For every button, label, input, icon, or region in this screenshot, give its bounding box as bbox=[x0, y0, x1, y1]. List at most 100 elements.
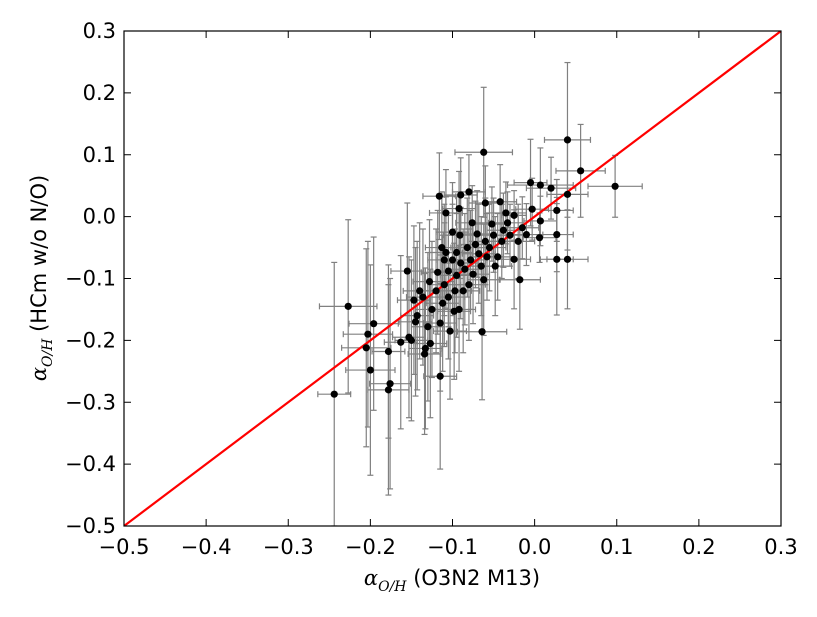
y-tick-label: −0.4 bbox=[65, 452, 116, 476]
data-point-56 bbox=[451, 287, 459, 295]
data-point-88 bbox=[397, 338, 405, 346]
data-point-63 bbox=[442, 248, 450, 257]
data-point-72 bbox=[434, 268, 442, 276]
data-point-75 bbox=[426, 339, 434, 348]
x-axis-label-symbol: α bbox=[364, 566, 378, 590]
data-point-20 bbox=[506, 231, 514, 239]
data-point-45 bbox=[465, 188, 473, 196]
data-point-57 bbox=[450, 307, 458, 315]
x-tick-label: 0.3 bbox=[764, 535, 797, 559]
data-point-59 bbox=[448, 228, 457, 236]
data-point-39 bbox=[473, 230, 481, 238]
data-point-96 bbox=[344, 302, 352, 310]
y-tick-label: 0.2 bbox=[83, 81, 116, 105]
data-point-16 bbox=[514, 237, 522, 245]
data-point-36 bbox=[478, 328, 486, 336]
data-point-94 bbox=[364, 330, 372, 338]
data-point-34 bbox=[481, 199, 489, 207]
data-point-28 bbox=[489, 231, 498, 239]
data-point-21 bbox=[503, 219, 512, 227]
data-point-49 bbox=[457, 259, 465, 267]
data-point-2 bbox=[563, 136, 572, 144]
data-point-7 bbox=[553, 206, 561, 215]
data-point-97 bbox=[330, 390, 338, 398]
data-point-77 bbox=[424, 323, 432, 331]
data-point-60 bbox=[446, 327, 454, 335]
data-point-18 bbox=[510, 255, 518, 263]
data-point-84 bbox=[410, 296, 418, 304]
data-point-73 bbox=[432, 287, 440, 295]
data-point-67 bbox=[439, 299, 447, 307]
data-point-1 bbox=[577, 167, 585, 175]
data-point-81 bbox=[416, 287, 424, 295]
data-point-35 bbox=[480, 276, 488, 284]
y-tick-label: −0.3 bbox=[65, 390, 116, 414]
data-point-17 bbox=[516, 276, 524, 284]
data-point-70 bbox=[436, 319, 444, 327]
data-point-82 bbox=[413, 312, 421, 320]
data-point-30 bbox=[485, 243, 494, 252]
data-point-4 bbox=[563, 255, 572, 263]
x-axis-label-text: (O3N2 M13) bbox=[407, 566, 541, 590]
identity-line bbox=[124, 31, 781, 526]
data-point-14 bbox=[522, 230, 531, 239]
data-point-69 bbox=[436, 372, 444, 380]
data-point-6 bbox=[553, 230, 561, 239]
data-point-25 bbox=[496, 198, 504, 206]
x-axis-label: αO/H (O3N2 M13) bbox=[364, 566, 540, 595]
data-point-44 bbox=[465, 281, 473, 289]
data-point-43 bbox=[466, 256, 475, 264]
data-point-92 bbox=[370, 320, 378, 328]
data-point-87 bbox=[403, 267, 411, 275]
identity-line-group bbox=[124, 31, 781, 526]
y-tick-labels: −0.5 −0.4 −0.3 −0.2 −0.1 0.0 0.1 0.2 0.3 bbox=[65, 19, 116, 538]
y-tick-label: −0.2 bbox=[65, 328, 116, 352]
data-point-23 bbox=[499, 226, 508, 234]
x-tick-label: −0.2 bbox=[345, 535, 396, 559]
data-point-74 bbox=[428, 305, 436, 314]
data-point-89 bbox=[384, 347, 393, 356]
x-tick-label: −0.3 bbox=[263, 535, 314, 559]
data-point-37 bbox=[477, 262, 485, 270]
data-point-32 bbox=[481, 237, 489, 245]
data-point-3 bbox=[563, 190, 572, 198]
data-point-27 bbox=[491, 262, 499, 270]
data-point-9 bbox=[536, 181, 544, 189]
y-tick-label: −0.1 bbox=[65, 267, 116, 291]
data-point-11 bbox=[536, 217, 544, 225]
data-point-83 bbox=[411, 318, 420, 326]
data-point-68 bbox=[438, 243, 446, 252]
y-tick-label: −0.5 bbox=[65, 514, 116, 538]
data-point-90 bbox=[384, 386, 393, 394]
x-tick-label: −0.1 bbox=[427, 535, 478, 559]
data-point-76 bbox=[425, 277, 434, 286]
data-point-61 bbox=[444, 267, 452, 275]
data-point-58 bbox=[448, 256, 457, 264]
data-point-24 bbox=[498, 237, 506, 245]
y-axis-label-subscript: O/H bbox=[40, 338, 56, 367]
data-point-26 bbox=[494, 253, 502, 261]
data-point-8 bbox=[547, 184, 555, 192]
data-point-22 bbox=[502, 209, 510, 217]
data-point-5 bbox=[553, 255, 561, 263]
data-point-42 bbox=[468, 219, 476, 227]
data-point-66 bbox=[440, 281, 448, 289]
data-point-33 bbox=[480, 148, 488, 156]
y-tick-label: 0.1 bbox=[83, 143, 116, 167]
axis-ticks bbox=[123, 30, 782, 527]
data-point-0 bbox=[611, 182, 619, 190]
y-tick-label: 0.0 bbox=[83, 205, 116, 229]
data-point-65 bbox=[440, 256, 448, 264]
data-point-51 bbox=[456, 231, 464, 239]
data-point-55 bbox=[453, 271, 461, 280]
y-axis-label-text: (HCm w/o N/O) bbox=[27, 175, 51, 339]
data-point-86 bbox=[405, 333, 413, 341]
data-point-48 bbox=[459, 287, 467, 295]
x-tick-label: 0.1 bbox=[600, 535, 633, 559]
data-point-47 bbox=[461, 265, 469, 273]
data-point-78 bbox=[421, 344, 429, 353]
data-point-95 bbox=[362, 344, 370, 352]
data-point-71 bbox=[435, 192, 443, 200]
data-point-79 bbox=[420, 350, 429, 358]
